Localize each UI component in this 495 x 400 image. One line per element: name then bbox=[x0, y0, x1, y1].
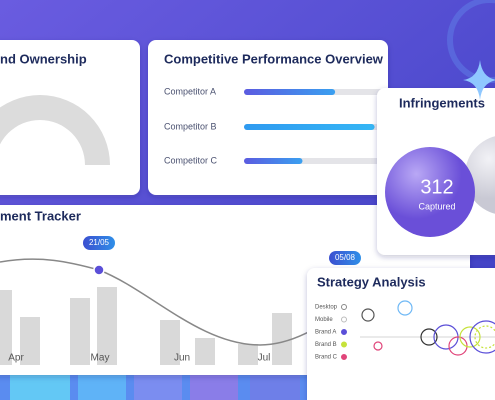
card-competitive bbox=[148, 40, 388, 195]
bar bbox=[238, 344, 258, 365]
trend-point bbox=[93, 264, 105, 276]
tooltip bbox=[329, 251, 361, 265]
sparkle bbox=[463, 60, 495, 100]
legend-label: Mobile bbox=[315, 317, 333, 323]
card-title: ment Tracker bbox=[0, 208, 81, 223]
legend-swatch bbox=[341, 329, 347, 335]
legend-swatch bbox=[341, 304, 347, 310]
bar bbox=[272, 313, 292, 365]
row-label: Competitor C bbox=[164, 155, 218, 165]
row-label: Competitor B bbox=[164, 121, 217, 131]
legend-swatch bbox=[341, 341, 347, 348]
legend-label: Brand A bbox=[315, 330, 336, 336]
month-label: Jun bbox=[174, 353, 190, 364]
stat-caption: Captured bbox=[418, 201, 455, 211]
bar bbox=[195, 338, 215, 365]
legend-swatch bbox=[341, 354, 347, 360]
bubbles bbox=[360, 300, 495, 356]
bar bbox=[70, 298, 90, 365]
bar bbox=[160, 320, 180, 365]
card-strategy bbox=[307, 268, 495, 400]
bar bbox=[97, 287, 117, 365]
tooltip-label: 05/08 bbox=[335, 253, 356, 262]
card-title: nd Ownership bbox=[0, 51, 87, 66]
card-title: Competitive Performance Overview bbox=[164, 51, 384, 66]
month-label: Jul bbox=[258, 353, 271, 364]
bar bbox=[244, 124, 375, 130]
card-title: Strategy Analysis bbox=[317, 274, 426, 289]
circle-captured bbox=[385, 147, 475, 237]
card-title: Infringements bbox=[399, 95, 485, 110]
month-label: May bbox=[91, 353, 110, 364]
legend-swatch bbox=[341, 316, 347, 323]
tooltip bbox=[83, 236, 115, 250]
row-label: Competitor A bbox=[164, 86, 216, 96]
legend-label: Desktop bbox=[315, 305, 338, 311]
bar bbox=[20, 317, 40, 365]
gauge-track bbox=[0, 95, 110, 165]
month-label: Apr bbox=[8, 353, 24, 364]
legend-label: Brand B bbox=[315, 342, 337, 348]
stat-value: 312 bbox=[420, 176, 453, 198]
tooltip-label: 21/05 bbox=[89, 238, 110, 247]
bar bbox=[244, 89, 336, 95]
legend-label: Brand C bbox=[315, 355, 338, 361]
bar bbox=[0, 290, 12, 365]
bar bbox=[244, 158, 303, 164]
